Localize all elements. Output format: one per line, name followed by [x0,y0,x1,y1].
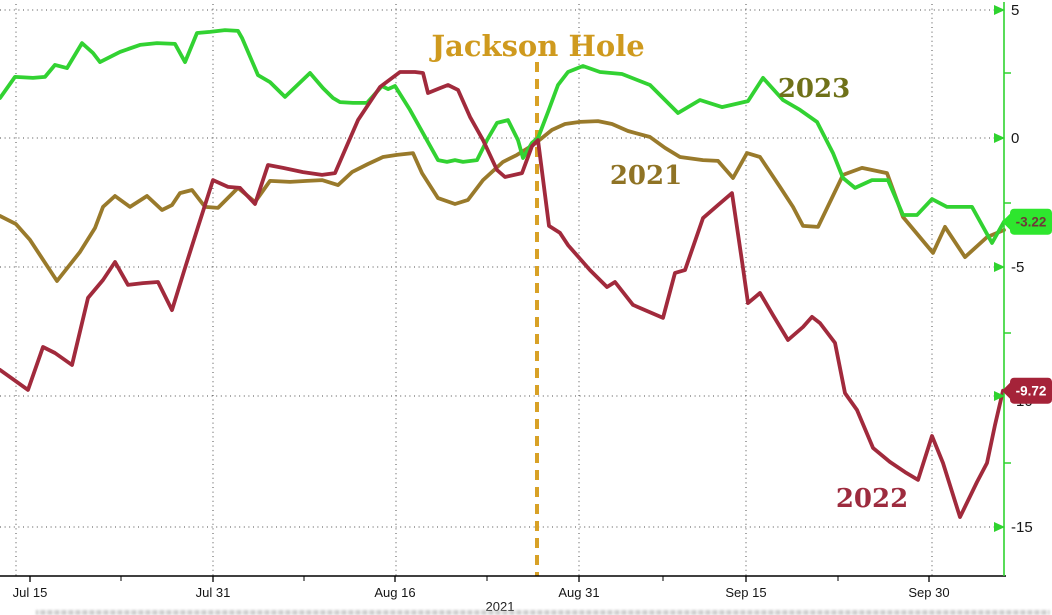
series-2022-line [0,70,1005,519]
series-2023-line [0,28,1006,245]
x-tick-label: Sep 15 [725,585,766,600]
series-label-2021: 2021 [609,161,683,192]
value-badge-box [1010,208,1052,235]
series-2021-line [0,119,1006,283]
y-tick-arrow [994,5,1005,15]
y-tick-arrow [994,133,1005,143]
y-tick-arrow [994,391,1005,401]
x-tick-label: Aug 31 [558,585,599,600]
y-tick-arrow [994,262,1005,272]
x-tick-label: Aug 16 [374,585,415,600]
x-tick-label: Sep 30 [908,585,949,600]
value-badge-arrow [1002,213,1010,230]
series-label-2022: 2022 [835,484,909,515]
y-tick-label: 0 [1011,130,1019,147]
x-tick-label: Jul 15 [13,585,48,600]
value-badge-box [1010,377,1052,404]
series-label-2023: 2023 [777,74,851,105]
y-tick-label: -5 [1011,259,1024,276]
value-badge-text: -9.72 [1016,384,1047,399]
y-tick-arrow [994,522,1005,532]
value-badge-arrow [1002,382,1010,399]
y-tick-label: 5 [1011,2,1019,19]
y-tick-label: -15 [1011,519,1033,536]
x-tick-label: Jul 31 [196,585,231,600]
jackson-hole-annotation: Jackson Hole [431,28,645,63]
cropped-attribution-strip [36,610,1050,615]
value-badge-text: -3.22 [1016,215,1047,230]
